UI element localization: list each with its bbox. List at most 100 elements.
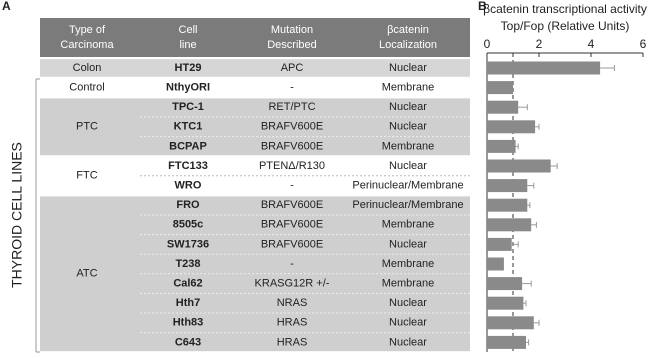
cell: Perinuclear/Membrane [352,199,463,211]
cell: TPC-1 [172,101,204,113]
bar [487,316,534,330]
cell: KTC1 [174,121,203,133]
column-header: βcatenin [387,24,429,36]
group-label: PTC [76,121,98,133]
bar [487,81,513,95]
x-tick-label: 0 [484,37,491,51]
cell: HT29 [175,62,202,74]
bar [487,335,526,349]
column-header: Localization [379,39,437,51]
column-header: Cell [179,24,198,36]
error-bar [527,202,531,209]
cell: BRAFV600E [261,199,323,211]
cell: - [290,258,294,270]
cell: BRAFV600E [261,238,323,250]
cell: KRASG12R +/- [255,278,330,290]
cell: HRAS [277,317,308,329]
bar [487,179,528,193]
bar [487,237,512,251]
panel-label: B [478,0,487,13]
cell: PTENΔ/R130 [259,160,325,172]
cell: RET/PTC [268,101,315,113]
error-bar [515,143,519,150]
x-tick-label: 2 [536,37,543,51]
group-label: Colon [73,62,102,74]
bar [487,218,532,232]
cell: HRAS [277,336,308,348]
group-label: ATC [76,268,97,280]
cell: Hth83 [173,317,204,329]
group-background [40,59,470,77]
cell: Cal62 [173,278,202,290]
cell: Perinuclear/Membrane [352,180,463,192]
cell: Nuclear [389,121,427,133]
bar [487,198,528,212]
cell: Nuclear [389,336,427,348]
cell: FTC133 [168,160,208,172]
error-bar [600,65,615,71]
bar [487,296,524,310]
cell: Nuclear [389,62,427,74]
cell: NthyORI [166,82,210,94]
cell: - [290,180,294,192]
side-label: THYROID CELL LINES [9,142,25,288]
column-header: line [179,39,196,51]
cell: BRAFV600E [261,140,323,152]
cell: T238 [175,258,200,270]
cell: - [290,82,294,94]
cell: Membrane [382,278,435,290]
error-bar [527,182,535,189]
bar [487,139,516,153]
error-bar [531,221,537,228]
column-header: Described [267,39,317,51]
cell: SW1736 [167,238,209,250]
bar [487,100,519,114]
cell: Hth7 [176,297,200,309]
column-header: Mutation [271,24,313,36]
cell: BRAFV600E [261,219,323,231]
header-background [40,18,470,57]
error-bar [526,339,530,346]
group-background [40,98,470,156]
column-header: Type of [69,24,106,36]
cell: Nuclear [389,101,427,113]
bar [487,61,601,75]
panel-label: A [2,0,11,13]
cell: BCPAP [169,140,207,152]
cell: 8505c [173,219,204,231]
group-label: FTC [76,170,97,182]
chart-title: βcatenin transcriptional activity [483,2,647,16]
group-background [40,196,470,352]
cell: Membrane [382,258,435,270]
cell: FRO [176,199,200,211]
group-label: Control [69,82,104,94]
bar [487,277,523,291]
cell: Nuclear [389,297,427,309]
cell: Nuclear [389,160,427,172]
x-tick-label: 6 [640,37,647,51]
cell: Nuclear [389,317,427,329]
cell: WRO [175,180,202,192]
bar [487,159,551,173]
error-bar [522,280,532,287]
error-bar [533,319,540,326]
error-bar [523,300,527,307]
column-header: Carcinoma [60,39,114,51]
error-bar [511,241,519,248]
cell: NRAS [277,297,308,309]
x-tick-label: 4 [588,37,595,51]
bar [487,120,536,134]
cell: Nuclear [389,238,427,250]
bar [487,257,504,271]
error-bar [535,123,540,130]
cell: BRAFV600E [261,121,323,133]
cell: APC [281,62,304,74]
cell: Membrane [382,219,435,231]
error-bar [518,104,528,111]
cell: C643 [175,336,201,348]
error-bar [550,163,558,169]
cell: Membrane [382,82,435,94]
cell: Membrane [382,140,435,152]
